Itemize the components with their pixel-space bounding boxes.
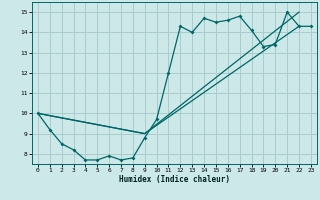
X-axis label: Humidex (Indice chaleur): Humidex (Indice chaleur) (119, 175, 230, 184)
